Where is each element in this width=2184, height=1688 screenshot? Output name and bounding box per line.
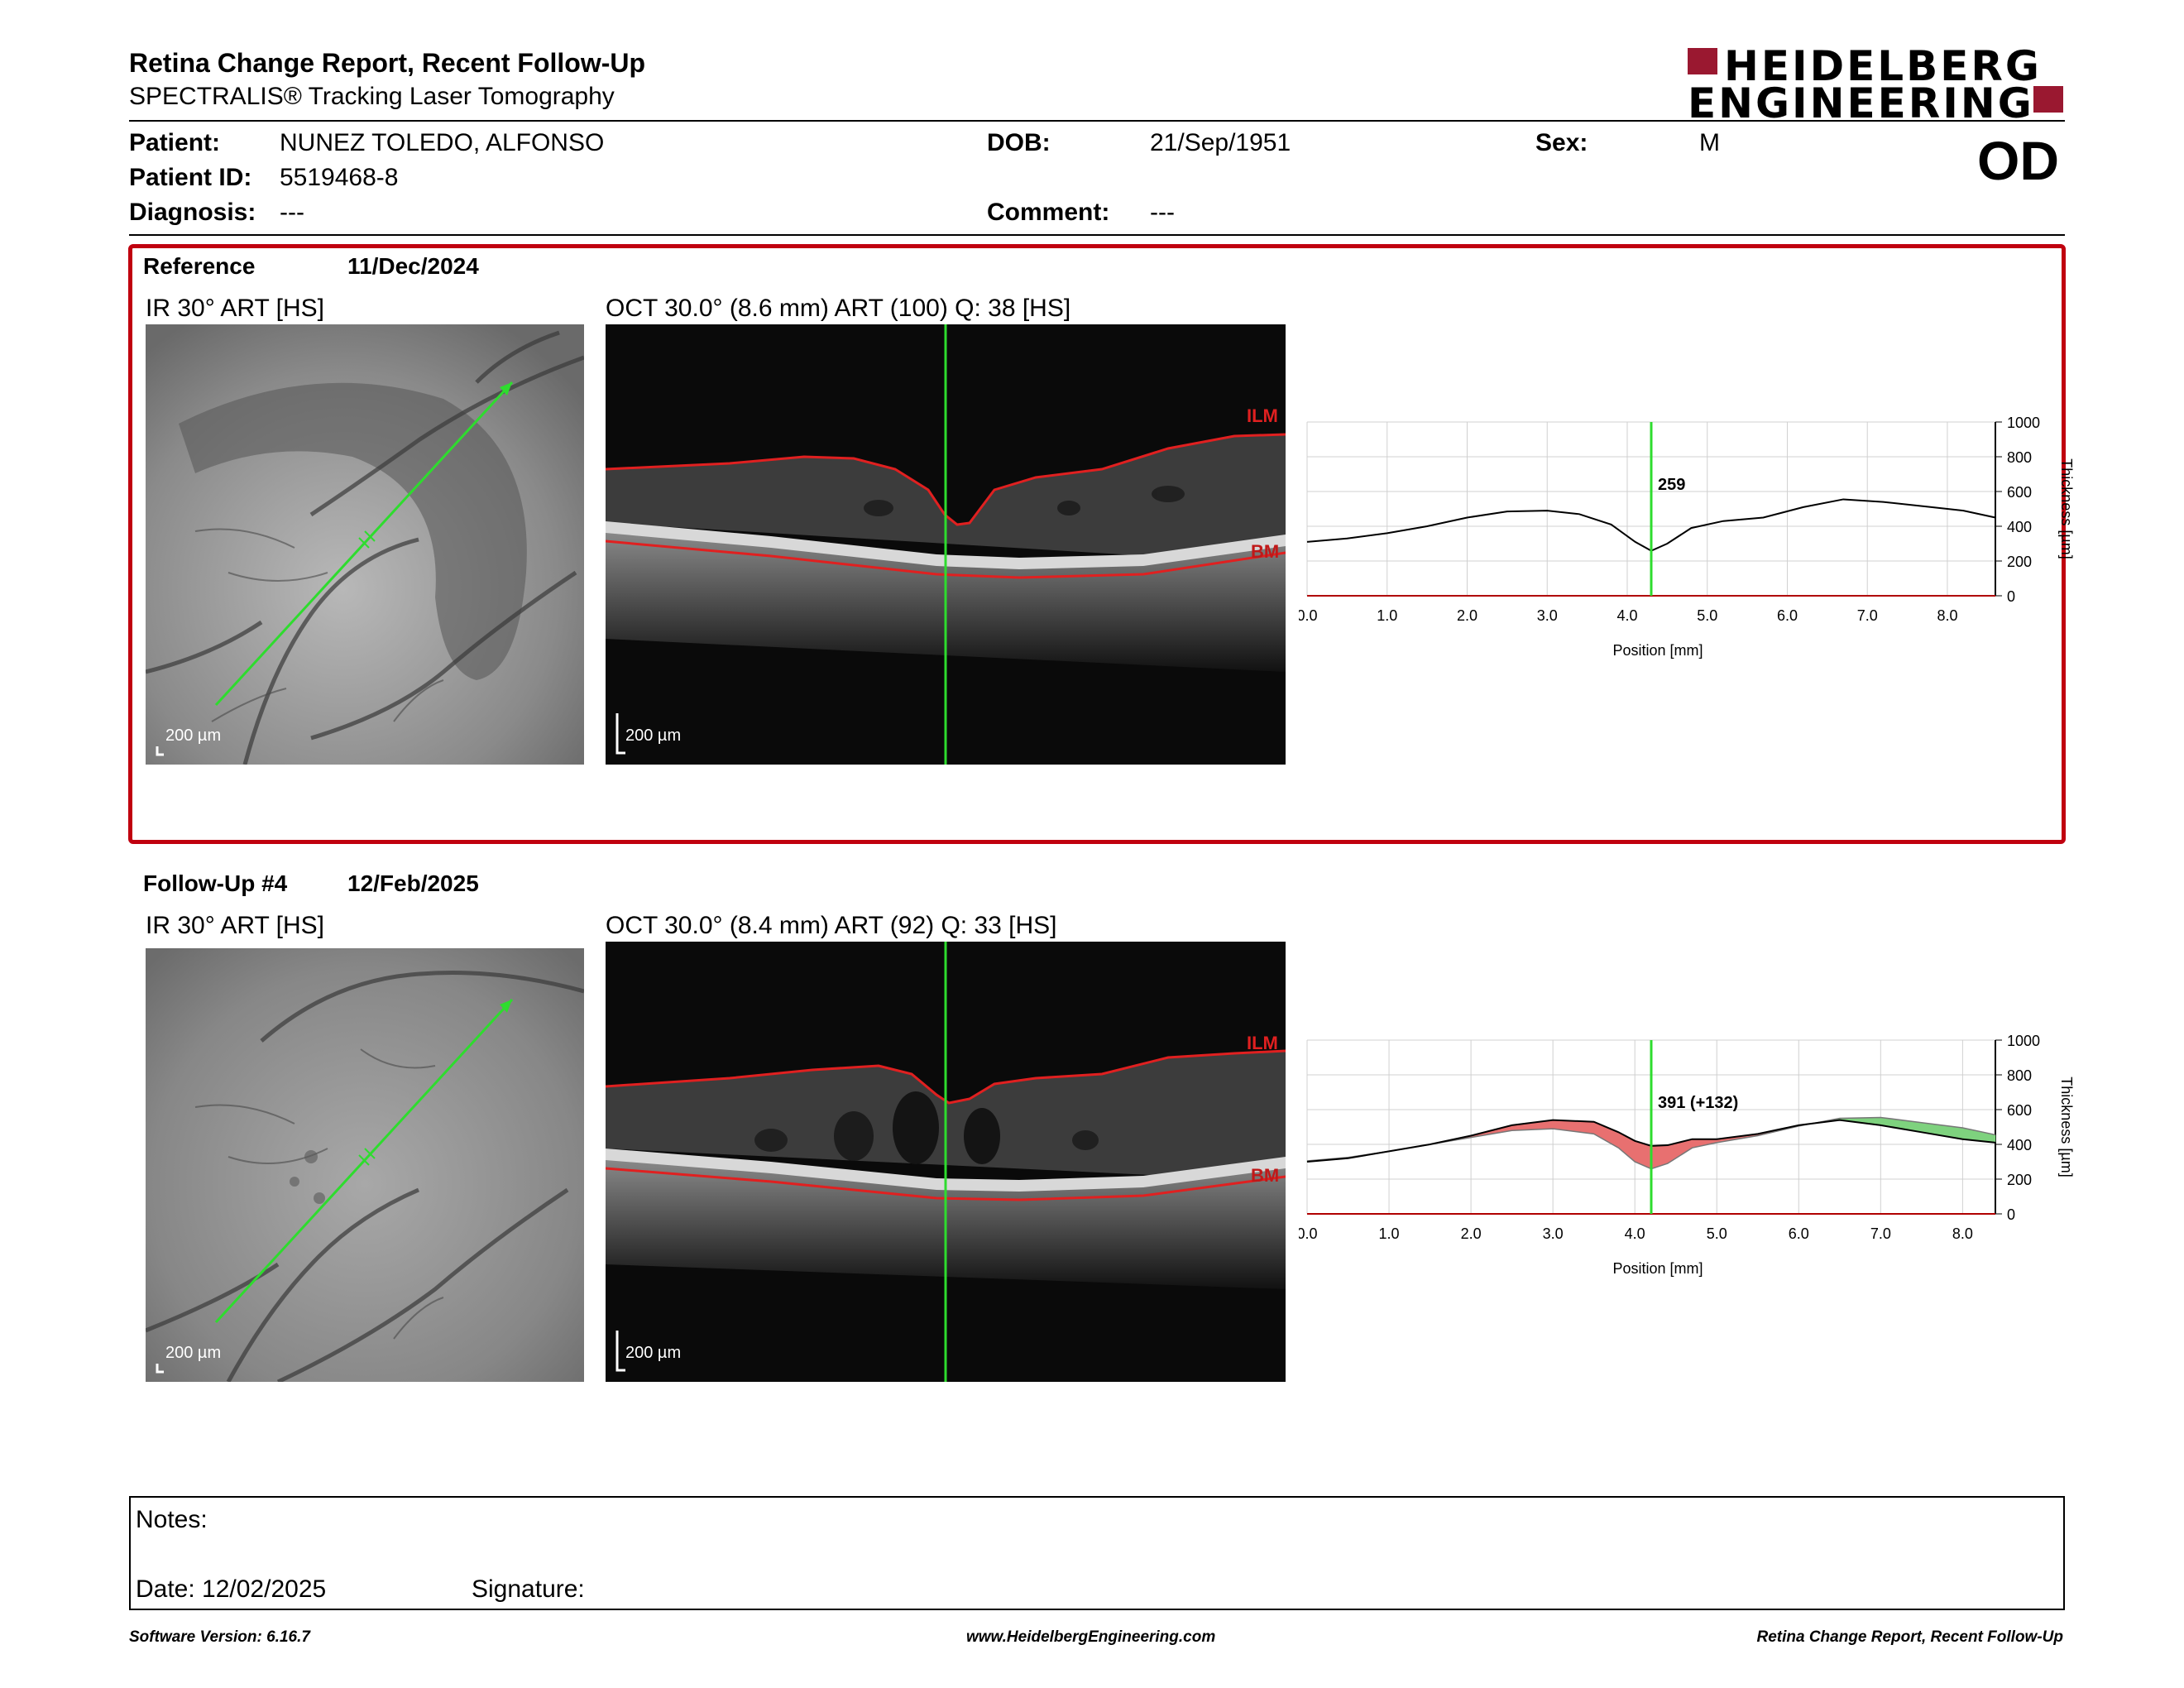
logo-line-2: ENGINEERING: [1688, 79, 2034, 127]
y-tick-label: 400: [2007, 1137, 2032, 1153]
header-divider: [129, 120, 2065, 122]
comment-value: ---: [1150, 199, 1175, 226]
signature-label: Signature:: [472, 1575, 585, 1603]
y-tick-label: 400: [2007, 519, 2032, 535]
y-tick-label: 0: [2007, 588, 2015, 605]
diagnosis-value: ---: [280, 199, 304, 226]
notes-date: Date: 12/02/2025: [136, 1575, 327, 1603]
dob-value: 21/Sep/1951: [1150, 129, 1291, 156]
followup-date: 12/Feb/2025: [347, 870, 479, 896]
reference-date: 11/Dec/2024: [347, 253, 479, 279]
footer-software-version: Software Version: 6.16.7: [129, 1628, 310, 1646]
x-tick-label: 4.0: [1625, 1225, 1645, 1242]
x-tick-label: 1.0: [1379, 1225, 1400, 1242]
x-tick-label: 6.0: [1777, 607, 1798, 624]
y-tick-label: 600: [2007, 484, 2032, 501]
notes-label: Notes:: [136, 1506, 208, 1533]
x-axis-label: Position [mm]: [1612, 1260, 1703, 1277]
patient-label: Patient:: [129, 129, 221, 156]
x-tick-label: 6.0: [1789, 1225, 1809, 1242]
logo-square-icon: [1688, 48, 1717, 74]
dob-label: DOB:: [987, 129, 1051, 156]
x-tick-label: 8.0: [1937, 607, 1957, 624]
reference-oct-title: OCT 30.0° (8.6 mm) ART (100) Q: 38 [HS]: [606, 295, 1071, 322]
notes-box[interactable]: Notes: Date: 12/02/2025 Signature:: [129, 1496, 2065, 1610]
y-tick-label: 1000: [2007, 1033, 2040, 1049]
y-axis-label: Thickness [µm]: [2058, 1077, 2075, 1177]
reference-bm-label: BM: [1251, 541, 1279, 562]
x-tick-label: 3.0: [1543, 1225, 1564, 1242]
reference-ilm-label: ILM: [1247, 405, 1278, 426]
reference-oct-scale: 200 µm: [625, 727, 682, 745]
followup-oct-image: ILM BM 200 µm: [606, 942, 1286, 1382]
y-axis-label: Thickness [µm]: [2058, 458, 2075, 559]
x-tick-label: 1.0: [1377, 607, 1397, 624]
x-tick-label: 5.0: [1707, 1225, 1727, 1242]
y-tick-label: 800: [2007, 1067, 2032, 1084]
comment-label: Comment:: [987, 199, 1110, 226]
reference-oct-image: ILM BM 200 µm: [606, 324, 1286, 765]
diagnosis-label: Diagnosis:: [129, 199, 256, 226]
y-tick-label: 0: [2007, 1206, 2015, 1223]
footer-website: www.HeidelbergEngineering.com: [966, 1628, 1216, 1646]
followup-oct-title: OCT 30.0° (8.4 mm) ART (92) Q: 33 [HS]: [606, 912, 1057, 939]
sex-value: M: [1699, 129, 1720, 156]
y-tick-label: 600: [2007, 1102, 2032, 1119]
reference-thickness-chart: 0 200 400 600 800 1000 0.0 1.0 2.0 3.0 4.0 5.0 6.0 7.…: [1296, 410, 2076, 683]
x-tick-label: 0.0: [1299, 1225, 1318, 1242]
reference-label: Reference: [143, 253, 256, 279]
patient-divider: [129, 234, 2065, 236]
y-tick-label: 200: [2007, 1172, 2032, 1188]
report-title: Retina Change Report, Recent Follow-Up: [129, 48, 646, 78]
followup-ir-title: IR 30° ART [HS]: [146, 912, 324, 939]
followup-label: Follow-Up #4: [143, 870, 288, 896]
eye-indicator: OD: [1977, 130, 2059, 191]
patient-id-label: Patient ID:: [129, 164, 252, 191]
y-tick-label: 200: [2007, 554, 2032, 570]
y-tick-label: 800: [2007, 449, 2032, 466]
x-tick-label: 7.0: [1870, 1225, 1891, 1242]
x-tick-label: 5.0: [1697, 607, 1717, 624]
followup-ilm-label: ILM: [1247, 1033, 1278, 1053]
reference-ir-scale: 200 µm: [165, 727, 222, 745]
x-tick-label: 0.0: [1299, 607, 1318, 624]
x-tick-label: 2.0: [1457, 607, 1478, 624]
followup-bm-label: BM: [1251, 1165, 1279, 1186]
followup-ir-scale: 200 µm: [165, 1344, 222, 1362]
reference-frame: [128, 244, 2066, 844]
x-tick-label: 8.0: [1952, 1225, 1973, 1242]
difference-area: [1593, 1121, 1619, 1149]
patient-id: 5519468-8: [280, 164, 399, 191]
followup-thickness-chart: 0 200 400 600 800 1000 0.0 1.0 2.0 3.0 4.0 5.0 6.0 7.…: [1296, 1028, 2076, 1301]
x-tick-label: 3.0: [1537, 607, 1558, 624]
logo-line-1: HEIDELBERG: [1724, 42, 2042, 90]
report-subtitle: SPECTRALIS® Tracking Laser Tomography: [129, 83, 615, 110]
cursor-value-label: 391 (+132): [1658, 1094, 1738, 1112]
difference-area: [1650, 1144, 1669, 1169]
followup-ir-image: 200 µm: [146, 942, 584, 1382]
footer-report-name: Retina Change Report, Recent Follow-Up: [1756, 1628, 2063, 1646]
sex-label: Sex:: [1535, 129, 1588, 156]
y-tick-label: 1000: [2007, 415, 2040, 431]
reference-ir-image: 200 µm: [146, 324, 584, 765]
cursor-value-label: 259: [1658, 476, 1685, 494]
x-tick-label: 4.0: [1616, 607, 1637, 624]
logo-square-icon: [2033, 86, 2063, 113]
followup-oct-scale: 200 µm: [625, 1344, 682, 1362]
patient-name: NUNEZ TOLEDO, ALFONSO: [280, 129, 605, 156]
x-tick-label: 2.0: [1461, 1225, 1482, 1242]
x-axis-label: Position [mm]: [1612, 642, 1703, 659]
reference-ir-title: IR 30° ART [HS]: [146, 295, 324, 322]
x-tick-label: 7.0: [1857, 607, 1878, 624]
